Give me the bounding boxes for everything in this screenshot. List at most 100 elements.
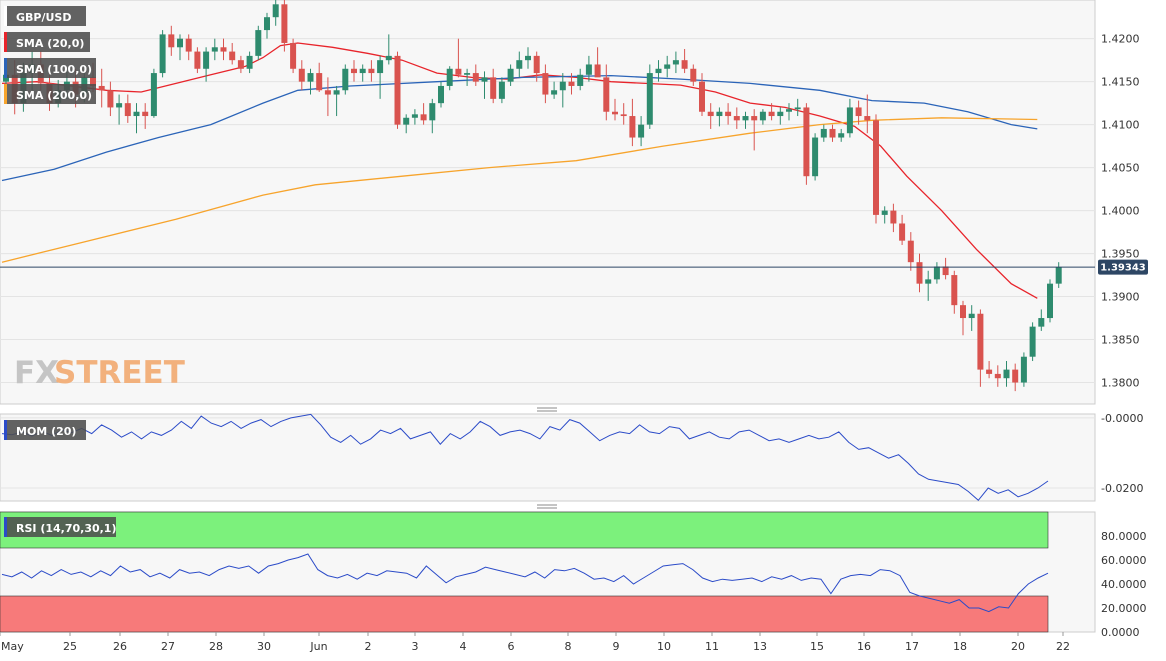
candle: [716, 107, 723, 127]
legend-symbol[interactable]: GBP/USD: [4, 6, 86, 26]
legend-mom[interactable]: MOM (20): [4, 420, 86, 440]
candle-body: [707, 111, 714, 117]
price-tick-label: 1.4000: [1101, 205, 1140, 218]
candle: [333, 85, 340, 117]
candle-body: [690, 68, 697, 82]
candle-body: [272, 4, 279, 18]
candle-body: [777, 111, 784, 117]
current-price-value: 1.39343: [1100, 263, 1146, 274]
candle-body: [533, 55, 540, 74]
candle-body: [142, 111, 149, 117]
candle: [307, 68, 314, 95]
candle-body: [107, 90, 114, 108]
candle-body: [768, 111, 775, 117]
panel-splitter-1[interactable]: [537, 407, 557, 412]
time-tick-label: 22: [1056, 640, 1070, 653]
panel-splitter-2[interactable]: [537, 504, 557, 509]
price-tick-label: 1.4200: [1101, 33, 1140, 46]
rsi-label: RSI (14,70,30,1): [16, 522, 116, 535]
candle: [98, 68, 105, 108]
candle: [411, 109, 418, 125]
sma-20-label: SMA (20,0): [16, 37, 84, 50]
candle: [864, 94, 871, 134]
rsi-tick-label: 60.0000: [1101, 554, 1147, 567]
rsi-tick-label: 0.0000: [1101, 626, 1140, 639]
candle: [655, 60, 662, 82]
candle: [672, 51, 679, 74]
candle-body: [203, 51, 210, 69]
candle-body: [472, 73, 479, 82]
candle: [429, 98, 436, 134]
main-price-panel[interactable]: [0, 0, 1096, 405]
candle: [794, 98, 801, 117]
candle-body: [664, 64, 671, 69]
candle: [351, 60, 357, 82]
candle-body: [838, 133, 845, 138]
rsi-overbought-zone: [0, 511, 1049, 549]
legend-sma-20[interactable]: SMA (20,0): [4, 32, 90, 52]
candle: [786, 103, 792, 121]
candle-body: [385, 55, 392, 61]
candle-body: [1055, 267, 1062, 284]
candle-body: [481, 77, 488, 82]
candle-body: [359, 68, 366, 74]
candle: [264, 12, 270, 39]
candle: [177, 34, 183, 61]
candle-body: [933, 266, 940, 280]
candle: [838, 128, 845, 142]
time-tick-label: 13: [753, 640, 767, 653]
candle: [446, 66, 453, 91]
candle: [150, 68, 157, 118]
candle: [629, 98, 636, 147]
candle-body: [464, 73, 471, 75]
candle-body: [725, 111, 732, 117]
candle-body: [794, 107, 801, 110]
candle-body: [699, 81, 705, 112]
candle: [942, 257, 949, 280]
candle-body: [116, 103, 123, 108]
legend-rsi[interactable]: RSI (14,70,30,1): [4, 517, 116, 537]
candle-body: [646, 73, 653, 125]
symbol-label: GBP/USD: [16, 11, 71, 24]
candle: [725, 103, 732, 125]
candle: [768, 103, 775, 121]
momentum-tick-label: -0.0000: [1101, 412, 1143, 425]
candle: [107, 81, 114, 117]
candle-body: [925, 279, 932, 284]
candle: [290, 38, 297, 74]
candle: [577, 68, 584, 91]
momentum-line: [1, 413, 1049, 502]
candle-body: [890, 210, 897, 224]
candle-body: [960, 305, 966, 319]
candle: [1038, 309, 1045, 331]
rsi-zones: [0, 511, 1049, 633]
candle-body: [281, 4, 288, 43]
candle-body: [133, 111, 140, 117]
price-tick-label: 1.3800: [1101, 377, 1140, 390]
candle-body: [403, 117, 410, 125]
legend-sma-100[interactable]: SMA (100,0): [4, 58, 96, 78]
candle: [638, 116, 645, 147]
candle-body: [846, 107, 853, 134]
candle-body: [620, 114, 627, 117]
time-tick-label: 25: [63, 640, 77, 653]
candle-body: [951, 275, 958, 306]
price-tick-label: 1.3900: [1101, 291, 1140, 304]
legend-sma-200[interactable]: SMA (200,0): [4, 84, 96, 104]
candle: [1047, 279, 1053, 323]
candle: [359, 64, 366, 82]
candle-body: [577, 74, 584, 86]
candle: [133, 103, 140, 134]
candle: [525, 47, 531, 69]
time-tick-label: 6: [508, 640, 515, 653]
candle: [1029, 322, 1036, 362]
rsi-series: [1, 553, 1049, 613]
momentum-panel[interactable]: [0, 413, 1096, 502]
candle-body: [899, 223, 906, 241]
momentum-tick-label: -0.0200: [1101, 482, 1143, 495]
candle: [907, 232, 914, 271]
candle: [846, 98, 853, 138]
candle: [960, 300, 966, 336]
